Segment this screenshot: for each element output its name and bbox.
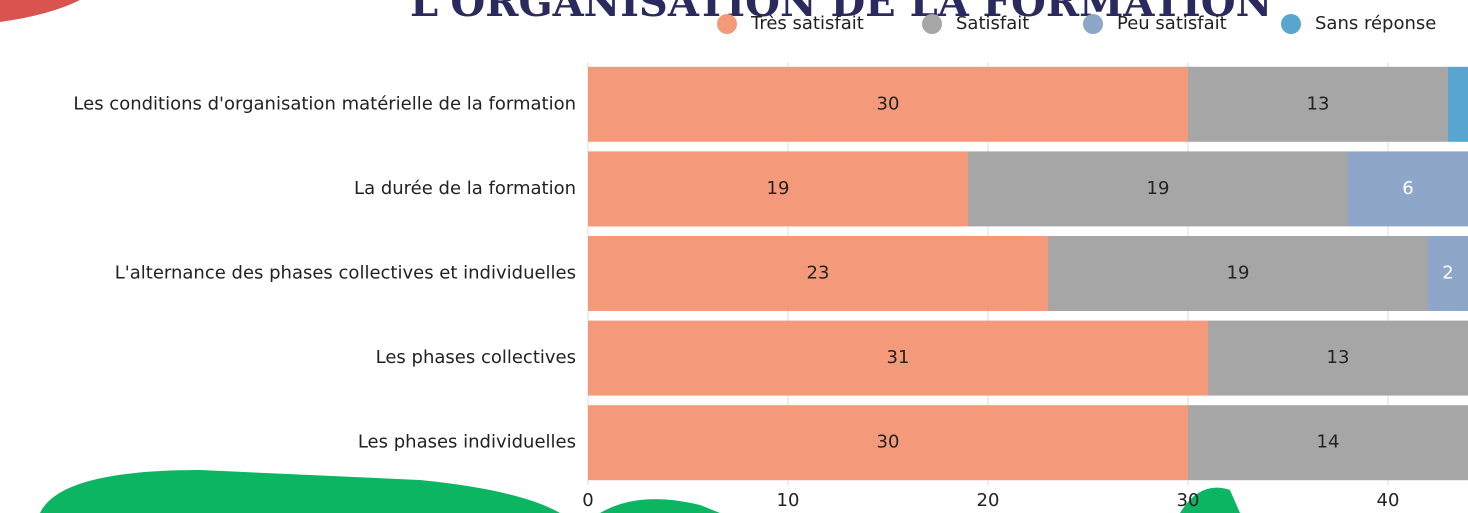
legend-label: Satisfait <box>956 13 1029 34</box>
x-tick-label: 0 <box>582 490 593 511</box>
x-tick-label: 30 <box>1177 490 1200 511</box>
data-label: 13 <box>1327 347 1350 368</box>
legend-label: Peu satisfait <box>1117 13 1227 34</box>
decoration <box>0 0 80 22</box>
data-label: 30 <box>877 93 900 114</box>
chart: L'ORGANISATION DE LA FORMATION 010203040… <box>0 0 1468 513</box>
x-tick-label: 20 <box>977 490 1000 511</box>
x-tick-label: 40 <box>1377 490 1400 511</box>
decoration <box>40 470 560 513</box>
y-tick-label: Les phases collectives <box>376 347 576 368</box>
y-tick-label: Les phases individuelles <box>358 432 576 453</box>
data-label: 19 <box>767 178 790 199</box>
legend-marker <box>922 14 942 34</box>
legend-marker <box>1281 14 1301 34</box>
data-label: 19 <box>1227 263 1250 284</box>
x-tick-label: 10 <box>777 490 800 511</box>
page: {"chart_data": {"type": "stacked-barh", … <box>0 0 1468 513</box>
data-label: 23 <box>807 263 830 284</box>
legend-label: Sans réponse <box>1315 13 1436 34</box>
data-label: 31 <box>887 347 910 368</box>
data-label: 13 <box>1307 93 1330 114</box>
decoration <box>600 499 720 513</box>
data-label: 30 <box>877 432 900 453</box>
bar-segment <box>1448 67 1468 142</box>
data-label: 6 <box>1402 178 1413 199</box>
y-tick-label: Les conditions d'organisation matérielle… <box>73 93 576 114</box>
data-label: 14 <box>1317 432 1340 453</box>
y-tick-label: La durée de la formation <box>354 178 576 199</box>
data-label: 2 <box>1442 263 1453 284</box>
y-tick-label: L'alternance des phases collectives et i… <box>115 263 576 284</box>
data-label: 19 <box>1147 178 1170 199</box>
legend-label: Très satisfait <box>750 13 864 34</box>
legend-marker <box>1083 14 1103 34</box>
legend-marker <box>717 14 737 34</box>
